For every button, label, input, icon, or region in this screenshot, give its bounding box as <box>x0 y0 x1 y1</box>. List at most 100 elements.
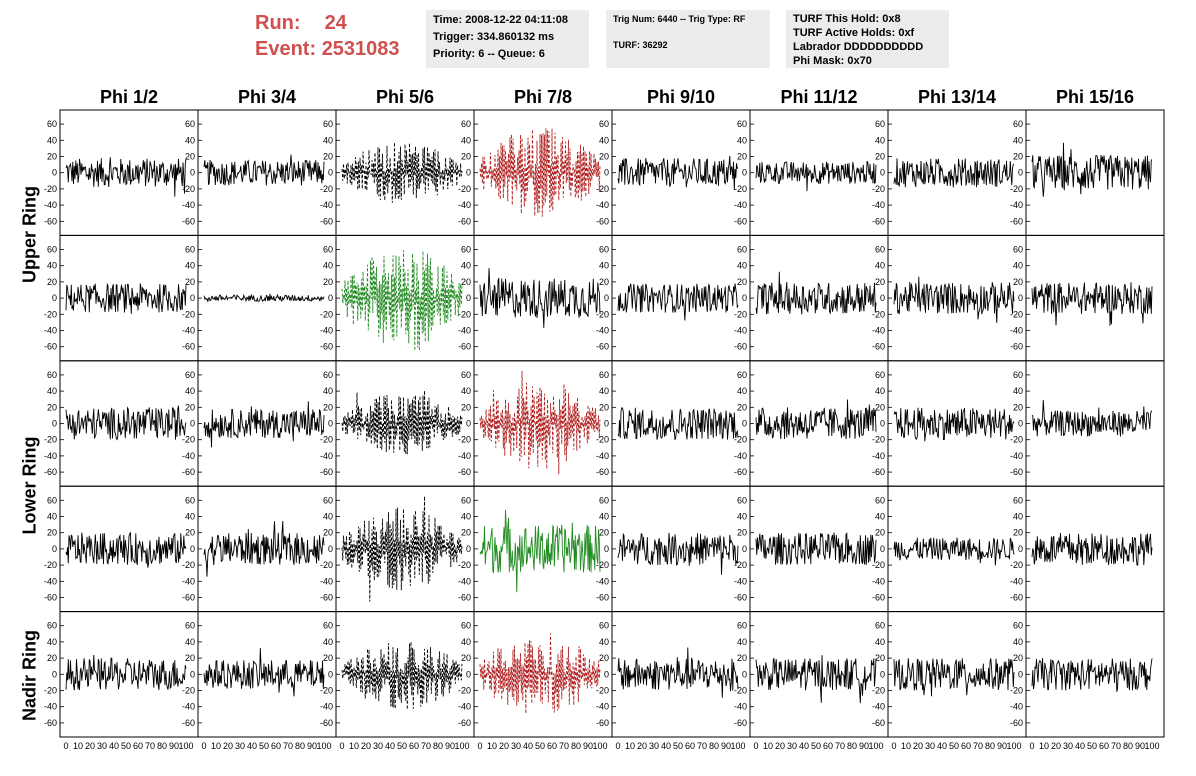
y-tick-label: 0 <box>466 168 471 178</box>
waveform-panel-r4-c3: 60 40 20 0 -20 -40 -60 <box>320 485 475 613</box>
y-tick-label: 0 <box>466 419 471 429</box>
y-tick-label: -20 <box>596 309 609 319</box>
waveform-trace <box>479 509 601 593</box>
y-tick-label: -60 <box>872 216 885 226</box>
x-tick-label: 30 <box>649 741 659 751</box>
run-row: Run: 24 <box>255 10 400 36</box>
y-tick-label: -60 <box>1010 216 1023 226</box>
waveform-trace <box>617 532 739 575</box>
time-text: Time: 2008-12-22 04:11:08 <box>433 14 568 26</box>
y-tick-label: 20 <box>323 152 333 162</box>
y-tick-label: 60 <box>599 621 609 631</box>
waveform-panel-r2-c6: 60 40 20 0 -20 -40 -60 <box>734 234 889 362</box>
y-tick-label: 20 <box>599 528 609 538</box>
y-tick-label: 60 <box>875 119 885 129</box>
x-tick-label: 10 <box>763 741 773 751</box>
y-tick-label: 0 <box>52 669 57 679</box>
x-tick-label: 40 <box>661 741 671 751</box>
y-tick-label: -20 <box>1010 435 1023 445</box>
y-tick-label: 60 <box>461 621 471 631</box>
y-tick-label: -60 <box>596 467 609 477</box>
y-tick-label: -60 <box>1010 342 1023 352</box>
x-tick-label: 90 <box>721 741 731 751</box>
waveform-trace <box>617 155 739 191</box>
x-tick-label: 10 <box>73 741 83 751</box>
y-tick-label: 40 <box>737 135 747 145</box>
y-tick-label: 20 <box>185 653 195 663</box>
x-tick-label: 0 <box>201 741 206 751</box>
y-tick-label: 40 <box>1013 512 1023 522</box>
panel-frame <box>197 109 337 236</box>
y-tick-label: -20 <box>182 435 195 445</box>
x-tick-label: 50 <box>673 741 683 751</box>
y-tick-label: -40 <box>734 200 747 210</box>
x-tick-label: 60 <box>823 741 833 751</box>
waveform-panel-r4-c2: 60 40 20 0 -20 -40 -60 <box>182 485 337 613</box>
waveform-trace <box>617 407 739 441</box>
x-tick-label: 100 <box>454 741 469 751</box>
y-tick-label: 40 <box>1013 135 1023 145</box>
x-tick-label: 80 <box>985 741 995 751</box>
waveform-trace <box>755 271 877 315</box>
y-tick-label: -20 <box>596 435 609 445</box>
y-tick-label: -40 <box>44 451 57 461</box>
y-tick-label: 40 <box>599 386 609 396</box>
y-tick-label: -40 <box>872 326 885 336</box>
waveform-trace <box>203 520 325 577</box>
y-tick-label: 0 <box>52 168 57 178</box>
waveform-panel-r1-c3: 60 40 20 0 -20 -40 -60 <box>320 109 475 236</box>
x-tick-label: 70 <box>1111 741 1121 751</box>
waveform-trace <box>203 648 325 697</box>
x-tick-label: 50 <box>811 741 821 751</box>
y-tick-label: -60 <box>734 467 747 477</box>
x-tick-label: 50 <box>535 741 545 751</box>
waveform-panel-r3-c2: 60 40 20 0 -20 -40 -60 <box>182 360 337 487</box>
y-tick-label: 0 <box>604 544 609 554</box>
waveform-panel-r1-c2: 60 40 20 0 -20 -40 -60 <box>182 109 337 236</box>
y-tick-label: 0 <box>190 669 195 679</box>
y-tick-label: 0 <box>52 544 57 554</box>
waveform-trace <box>755 399 877 440</box>
y-tick-label: 40 <box>875 135 885 145</box>
waveform-trace <box>617 283 739 321</box>
x-tick-label: 30 <box>925 741 935 751</box>
y-tick-label: 40 <box>185 261 195 271</box>
y-tick-label: 60 <box>185 370 195 380</box>
y-tick-label: -20 <box>596 686 609 696</box>
y-tick-label: -20 <box>734 435 747 445</box>
y-tick-label: -40 <box>596 702 609 712</box>
waveform-trace <box>203 293 325 303</box>
x-tick-label: 30 <box>235 741 245 751</box>
x-tick-label: 30 <box>787 741 797 751</box>
x-tick-label: 60 <box>271 741 281 751</box>
x-tick-label: 0 <box>477 741 482 751</box>
waveform-panel-r4-c1: 60 40 20 0 -20 -40 -60 <box>44 485 199 613</box>
y-tick-label: -60 <box>458 593 471 603</box>
event-row: Event: 2531083 <box>255 36 400 62</box>
y-tick-label: -20 <box>872 686 885 696</box>
y-tick-label: -40 <box>872 576 885 586</box>
y-tick-label: 0 <box>466 544 471 554</box>
waveform-trace <box>755 532 877 565</box>
waveform-trace <box>893 158 1015 188</box>
y-tick-label: -40 <box>458 200 471 210</box>
y-tick-label: 40 <box>461 135 471 145</box>
y-tick-label: -40 <box>458 576 471 586</box>
y-tick-label: 0 <box>1018 669 1023 679</box>
y-tick-label: 0 <box>190 544 195 554</box>
x-tick-label: 40 <box>799 741 809 751</box>
y-tick-label: -20 <box>320 435 333 445</box>
y-tick-label: 20 <box>599 653 609 663</box>
run-label: Run: <box>255 12 301 34</box>
y-tick-label: 60 <box>737 245 747 255</box>
y-tick-label: 0 <box>328 293 333 303</box>
waveform-panel-r1-c6: 60 40 20 0 -20 -40 -60 <box>734 109 889 236</box>
phi-label-3: Phi 5/6 <box>375 87 435 107</box>
waveform-trace <box>1031 658 1153 692</box>
y-tick-label: -40 <box>596 451 609 461</box>
y-tick-label: 40 <box>461 637 471 647</box>
y-tick-label: 0 <box>742 419 747 429</box>
x-tick-label: 20 <box>913 741 923 751</box>
y-tick-label: 20 <box>323 653 333 663</box>
y-tick-label: -20 <box>182 184 195 194</box>
